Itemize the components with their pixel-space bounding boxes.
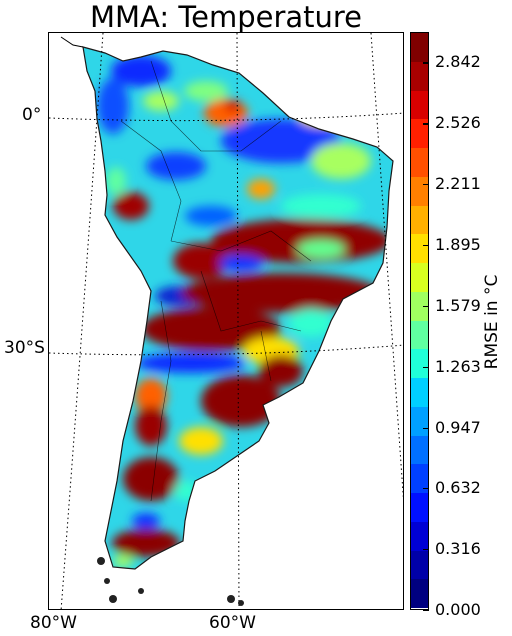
colorbar-segment [411,119,428,148]
colorbar-segment [411,349,428,378]
colorbar-tick-label: 2.842 [435,52,481,72]
colorbar-tick-mark [423,488,429,490]
map-title: MMA: Temperature [89,0,363,34]
central-america-outline [60,36,84,48]
meridian-80w [60,33,104,609]
latitude-label-0: 0° [22,105,42,125]
colorbar-segment [411,61,428,91]
colorbar [410,32,429,610]
colorbar-segment [411,320,428,350]
colorbar-tick-mark [423,184,429,186]
colorbar-segment [411,291,428,321]
meridian-60w [236,33,240,609]
colorbar-tick-mark [423,305,429,307]
colorbar-segment [411,579,428,608]
colorbar-tick-label: 2.526 [435,113,481,133]
colorbar-tick-mark [423,123,429,125]
colorbar-segment [411,493,428,522]
colorbar-segment [411,378,428,407]
colorbar-tick-label: 1.579 [435,295,481,315]
colorbar-tick-label: 0.947 [435,417,481,437]
colorbar-tick-mark [423,244,429,247]
colorbar-tick-mark [423,610,429,612]
colorbar-tick-mark [423,427,429,429]
parallel-30s [49,344,403,356]
colorbar-segment [411,176,428,206]
colorbar-segment [411,234,428,263]
colorbar-tick-label: 2.211 [435,174,481,193]
colorbar-segment [411,521,428,551]
rmse-field [83,47,393,569]
colorbar-segment [411,90,428,120]
colorbar-segment [411,33,428,62]
colorbar-segment [411,205,428,235]
colorbar-tick-label: 0.000 [435,600,481,619]
map-svg [49,33,403,609]
colorbar-label: RMSE in °C [482,274,502,370]
colorbar-segment [411,464,428,493]
latitude-label-30s: 30°S [4,338,45,358]
colorbar-segment [411,550,428,580]
colorbar-segment [411,406,428,436]
colorbar-tick-label: 1.263 [435,356,481,376]
longitude-label-80w: 80°W [30,613,77,633]
colorbar-tick-mark [423,62,429,64]
longitude-label-60w: 60°W [209,613,256,633]
colorbar-segment [411,263,428,292]
colorbar-tick-label: 0.316 [435,539,481,559]
parallel-0 [49,112,403,122]
colorbar-tick-mark [423,366,429,368]
colorbar-tick-label: 0.632 [435,478,481,498]
colorbar-tick-label: 1.895 [435,234,481,254]
colorbar-segment [411,148,428,177]
meridian-40w [370,33,403,500]
southern-islands [97,557,244,606]
map-panel [48,32,404,610]
graticule [49,33,403,609]
coastline [82,46,394,570]
colorbar-segment [411,435,428,465]
colorbar-tick-mark [423,549,429,551]
